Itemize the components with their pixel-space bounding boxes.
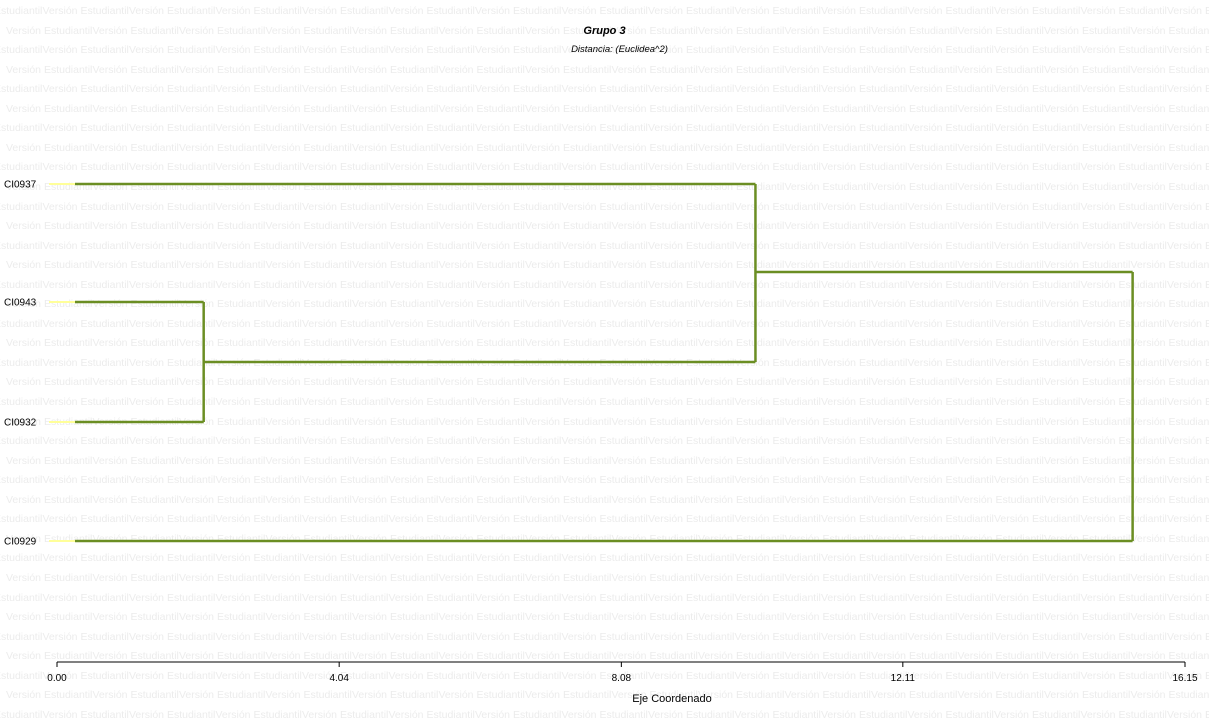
x-tick-label: 4.04 [329,673,349,684]
leaf-label: CI0929 [4,537,37,548]
x-tick-label: 12.11 [891,673,916,684]
x-tick-label: 0.00 [47,673,67,684]
chart-title: Grupo 3 [583,25,626,37]
leaf-label: CI0943 [4,298,37,309]
x-tick-label: 8.08 [612,673,632,684]
leaf-label: CI0932 [4,418,37,429]
x-tick-label: 16.15 [1172,673,1197,684]
chart-subtitle: Distancia: (Euclidea^2) [571,44,668,55]
leaf-label: CI0937 [4,180,37,191]
x-axis-title: Eje Coordenado [632,693,712,705]
